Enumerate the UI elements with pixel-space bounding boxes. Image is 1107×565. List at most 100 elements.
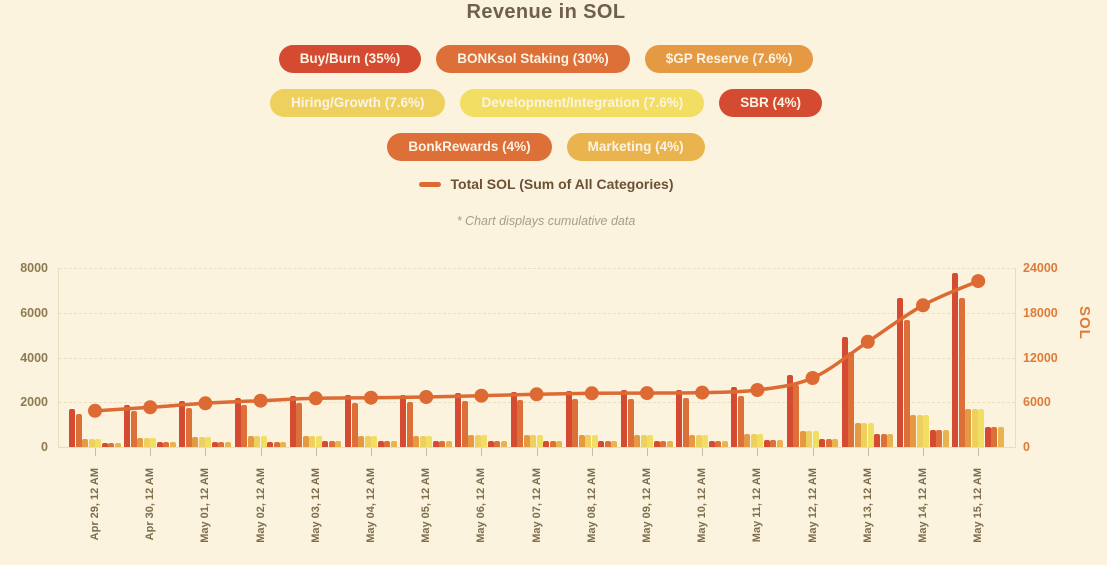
bar-bonksol-staking-8[interactable] <box>461 400 468 447</box>
bar-development-integration-1[interactable] <box>95 438 101 447</box>
line-point-11[interactable] <box>640 386 654 401</box>
bar-marketing-2[interactable] <box>169 442 176 447</box>
bar-marketing-10[interactable] <box>611 440 618 447</box>
bar-buy-burn-9[interactable] <box>510 391 517 447</box>
bar-gp-reserve-7[interactable] <box>413 435 420 447</box>
bar-buy-burn-16[interactable] <box>897 298 903 447</box>
bar-bonkrewards-2[interactable] <box>163 442 170 447</box>
bar-buy-burn-5[interactable] <box>289 395 296 447</box>
bar-marketing-8[interactable] <box>500 440 507 447</box>
bar-sbr-4[interactable] <box>267 441 274 447</box>
bar-development-integration-11[interactable] <box>647 434 653 447</box>
bar-buy-burn-13[interactable] <box>731 387 738 447</box>
bar-buy-burn-6[interactable] <box>345 395 351 447</box>
legend-pill-development-integration-7-6[interactable]: Development/Integration (7.6%) <box>460 89 705 117</box>
bar-sbr-11[interactable] <box>653 440 660 447</box>
bar-gp-reserve-1[interactable] <box>82 438 88 447</box>
bar-bonksol-staking-11[interactable] <box>627 398 634 447</box>
bar-gp-reserve-11[interactable] <box>634 434 640 447</box>
bar-hiring-growth-5[interactable] <box>309 435 316 447</box>
bar-marketing-9[interactable] <box>556 440 563 447</box>
bar-sbr-12[interactable] <box>708 440 715 447</box>
bar-bonksol-staking-15[interactable] <box>848 352 855 447</box>
bar-bonksol-staking-17[interactable] <box>958 297 965 447</box>
bar-bonksol-staking-5[interactable] <box>296 403 303 447</box>
bar-gp-reserve-8[interactable] <box>468 435 475 447</box>
bar-marketing-11[interactable] <box>666 440 673 447</box>
bar-gp-reserve-17[interactable] <box>965 409 972 447</box>
legend-pill-bonkrewards-4[interactable]: BonkRewards (4%) <box>387 133 552 161</box>
bar-sbr-2[interactable] <box>156 442 163 447</box>
bar-development-integration-10[interactable] <box>591 434 598 447</box>
bar-hiring-growth-13[interactable] <box>750 434 757 447</box>
bar-hiring-growth-9[interactable] <box>530 435 537 447</box>
bar-sbr-7[interactable] <box>432 441 439 447</box>
bar-marketing-7[interactable] <box>445 441 452 447</box>
bar-hiring-growth-16[interactable] <box>916 414 923 447</box>
bar-hiring-growth-17[interactable] <box>971 409 978 447</box>
bar-bonkrewards-10[interactable] <box>604 440 611 447</box>
line-point-4[interactable] <box>253 393 268 408</box>
bar-buy-burn-17[interactable] <box>952 272 959 447</box>
bar-development-integration-6[interactable] <box>371 435 377 447</box>
bar-development-integration-4[interactable] <box>260 436 267 447</box>
bar-development-integration-17[interactable] <box>978 409 985 447</box>
bar-sbr-17[interactable] <box>984 427 991 447</box>
bar-marketing-15[interactable] <box>887 434 894 447</box>
bar-hiring-growth-2[interactable] <box>143 438 150 447</box>
bar-sbr-15[interactable] <box>874 434 881 447</box>
line-point-12[interactable] <box>695 385 710 400</box>
bar-buy-burn-2[interactable] <box>124 405 131 447</box>
bar-bonkrewards-15[interactable] <box>880 434 887 447</box>
bar-sbr-5[interactable] <box>322 441 329 447</box>
bar-hiring-growth-10[interactable] <box>585 434 592 447</box>
bar-sbr-1[interactable] <box>101 442 108 447</box>
bar-buy-burn-7[interactable] <box>400 394 407 447</box>
bar-development-integration-15[interactable] <box>867 423 874 447</box>
bar-bonksol-staking-14[interactable] <box>793 384 800 447</box>
bar-bonksol-staking-10[interactable] <box>572 398 579 447</box>
line-point-6[interactable] <box>364 390 378 405</box>
bar-development-integration-9[interactable] <box>536 435 543 447</box>
bar-hiring-growth-15[interactable] <box>861 423 868 447</box>
legend-pill-hiring-growth-7-6[interactable]: Hiring/Growth (7.6%) <box>269 89 446 117</box>
bar-bonksol-staking-16[interactable] <box>903 319 910 447</box>
bar-gp-reserve-5[interactable] <box>302 435 309 447</box>
bar-gp-reserve-13[interactable] <box>744 434 751 447</box>
bar-bonkrewards-1[interactable] <box>108 442 114 447</box>
bar-marketing-16[interactable] <box>942 430 949 447</box>
bar-bonksol-staking-2[interactable] <box>130 411 137 447</box>
bar-bonkrewards-3[interactable] <box>218 441 225 447</box>
bar-bonkrewards-7[interactable] <box>439 441 446 447</box>
bar-bonksol-staking-4[interactable] <box>241 405 248 447</box>
line-point-1[interactable] <box>88 403 102 418</box>
bar-bonksol-staking-7[interactable] <box>406 402 413 447</box>
bar-buy-burn-10[interactable] <box>565 390 572 447</box>
legend-pill-gp-reserve-7-6[interactable]: $GP Reserve (7.6%) <box>644 45 814 73</box>
line-point-10[interactable] <box>584 386 599 401</box>
bar-bonkrewards-8[interactable] <box>494 440 501 447</box>
bar-hiring-growth-8[interactable] <box>474 435 481 447</box>
bar-bonksol-staking-9[interactable] <box>517 399 524 447</box>
bar-development-integration-8[interactable] <box>481 435 488 447</box>
bar-buy-burn-14[interactable] <box>786 374 793 447</box>
bar-marketing-14[interactable] <box>832 438 839 447</box>
bar-sbr-9[interactable] <box>543 440 550 447</box>
bar-marketing-5[interactable] <box>335 441 342 447</box>
bar-bonksol-staking-13[interactable] <box>737 395 744 447</box>
bar-gp-reserve-3[interactable] <box>192 437 199 447</box>
bar-bonkrewards-12[interactable] <box>715 440 722 447</box>
bar-development-integration-5[interactable] <box>315 435 322 447</box>
bar-gp-reserve-9[interactable] <box>523 435 530 447</box>
bar-hiring-growth-3[interactable] <box>198 437 205 447</box>
bar-sbr-8[interactable] <box>487 440 494 447</box>
bar-bonkrewards-5[interactable] <box>328 441 335 447</box>
bar-gp-reserve-16[interactable] <box>910 414 916 447</box>
line-point-14[interactable] <box>805 371 820 385</box>
bar-development-integration-16[interactable] <box>923 414 929 447</box>
bar-buy-burn-1[interactable] <box>69 409 75 447</box>
bar-hiring-growth-1[interactable] <box>88 438 95 447</box>
bar-sbr-16[interactable] <box>929 430 936 447</box>
line-point-2[interactable] <box>143 400 158 415</box>
bar-marketing-4[interactable] <box>280 441 287 447</box>
